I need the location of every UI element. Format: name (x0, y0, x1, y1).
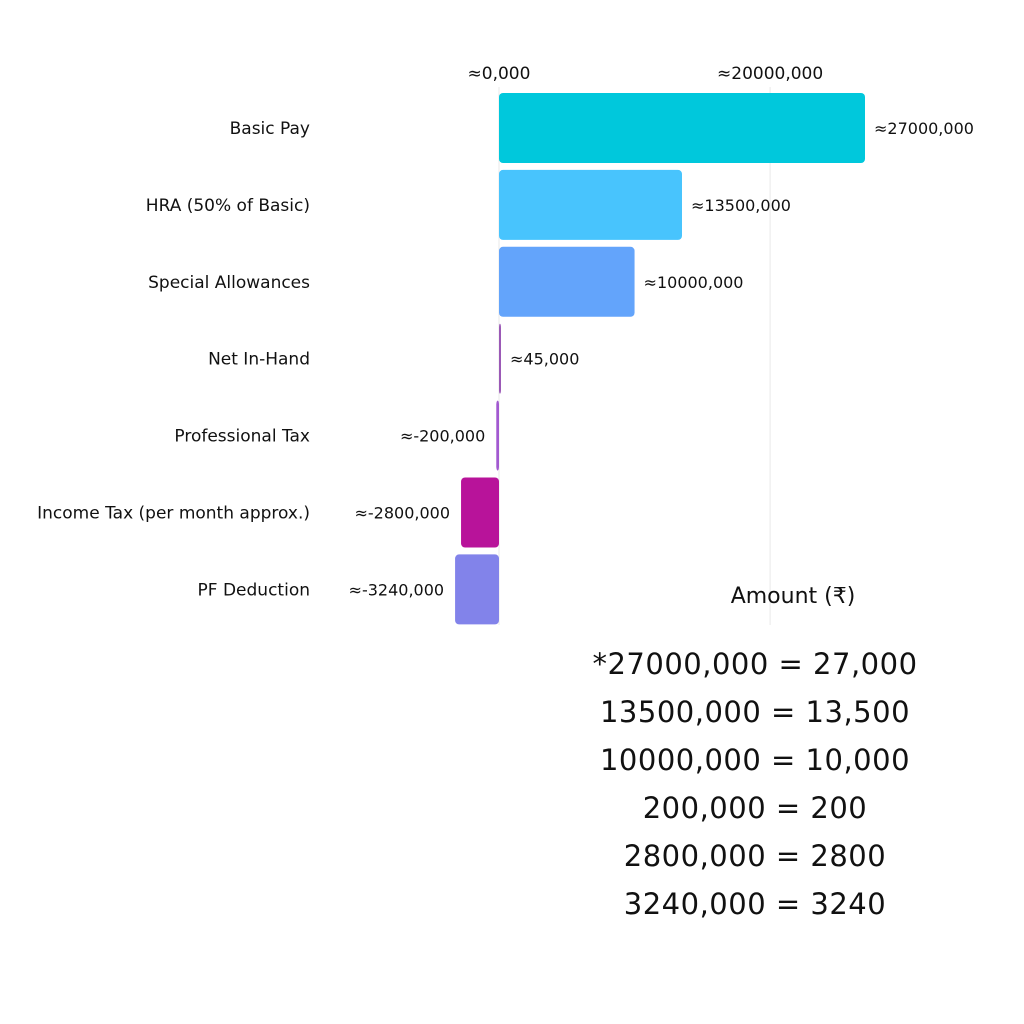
category-label: Income Tax (per month approx.) (37, 504, 310, 524)
data-label: ≈10000,000 (644, 273, 744, 292)
bar (499, 93, 865, 163)
note-line: 200,000 = 200 (642, 791, 868, 825)
category-label: Professional Tax (174, 427, 310, 447)
category-label: HRA (50% of Basic) (146, 196, 310, 216)
category-label: Special Allowances (148, 273, 310, 293)
category-label: PF Deduction (198, 580, 310, 600)
note-line: *27000,000 = 27,000 (592, 647, 918, 681)
data-label: ≈45,000 (510, 350, 579, 369)
data-label: ≈27000,000 (874, 119, 974, 138)
bar (499, 169, 682, 240)
data-label: ≈13500,000 (691, 196, 791, 215)
bars (455, 93, 865, 625)
data-label: ≈-3240,000 (349, 580, 445, 599)
bar (496, 400, 499, 471)
category-label: Basic Pay (230, 119, 310, 139)
note-line: 3240,000 = 3240 (623, 887, 887, 921)
bar (499, 323, 501, 394)
data-label: ≈-2800,000 (355, 504, 451, 523)
data-label: ≈-200,000 (400, 427, 485, 446)
bar (499, 246, 635, 317)
category-labels: Basic Pay HRA (50% of Basic) Special Allow… (37, 119, 310, 600)
x-tick-labels: ≈0,000 ≈20000,000 (468, 64, 824, 84)
note-line: 2800,000 = 2800 (623, 839, 887, 873)
x-tick-label: ≈0,000 (468, 64, 531, 84)
x-axis-title: Amount (₹) (731, 584, 856, 609)
x-tick-label: ≈20000,000 (717, 64, 823, 84)
conversion-notes: *27000,000 = 27,000 13500,000 = 13,500 1… (555, 640, 955, 928)
bar (455, 554, 499, 625)
note-line: 13500,000 = 13,500 (599, 695, 911, 729)
data-labels: ≈27000,000 ≈13500,000 ≈10000,000 ≈45,000 ≈-2… (349, 119, 974, 599)
note-line: 10000,000 = 10,000 (599, 743, 911, 777)
category-label: Net In-Hand (208, 350, 310, 370)
bar (461, 477, 499, 548)
